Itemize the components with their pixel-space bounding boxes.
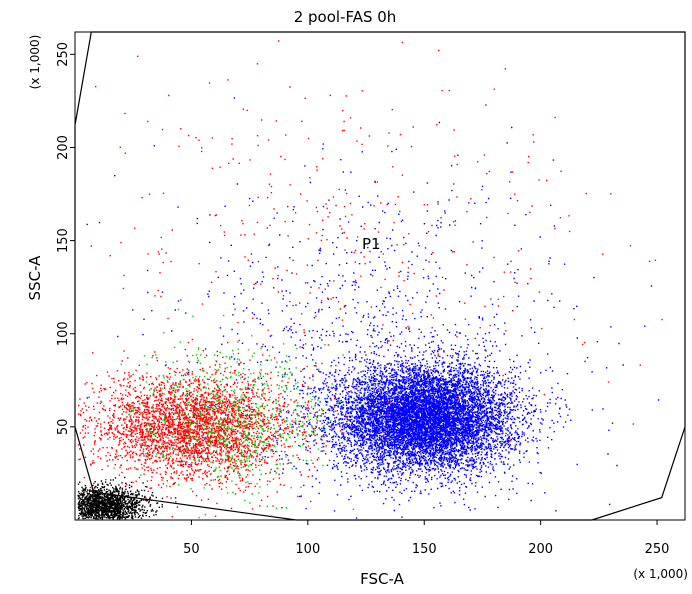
x-tick-label: 150	[412, 542, 437, 557]
x-tick-label: 200	[528, 542, 553, 557]
event-population-red	[77, 338, 365, 518]
x-axis-label: FSC-A	[360, 570, 404, 588]
x-tick-label: 50	[183, 542, 200, 557]
y-axis-label: SSC-A	[26, 255, 44, 301]
x-tick-label: 250	[645, 542, 670, 557]
y-tick-label: 50	[56, 419, 71, 436]
event-population-blue	[245, 317, 586, 512]
y-axis-ticks: 50 100 150 200 250	[56, 42, 75, 435]
event-dots-blue	[245, 317, 586, 512]
event-dots-black	[77, 476, 177, 520]
event-population-black	[77, 476, 177, 520]
event-dots-red	[77, 338, 365, 518]
gate-p1	[74, 31, 686, 521]
y-tick-label: 200	[56, 135, 71, 160]
event-dots-green	[101, 308, 373, 519]
y-axis-unit: (x 1,000)	[28, 35, 42, 90]
y-tick-label: 250	[56, 42, 71, 67]
x-axis-ticks: 50 100 150 200 250	[183, 520, 669, 557]
event-dots	[77, 40, 663, 520]
x-tick-label: 100	[295, 542, 320, 557]
gate-label-p1: P1	[362, 235, 381, 253]
y-tick-label: 100	[56, 321, 71, 346]
x-axis-unit: (x 1,000)	[633, 567, 688, 581]
y-tick-label: 150	[56, 228, 71, 253]
chart-title: 2 pool-FAS 0h	[294, 8, 397, 26]
event-population-green	[101, 308, 373, 519]
gate-polygon	[74, 31, 686, 521]
